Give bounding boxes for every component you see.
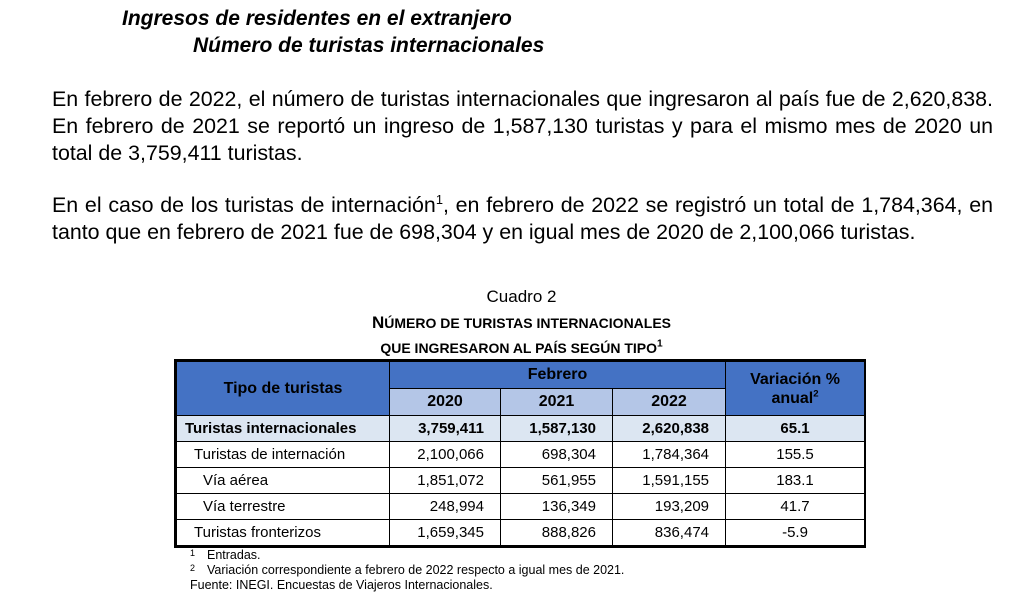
paragraph-total-tourists: En febrero de 2022, el número de turista… [52,87,993,165]
cell-2020: 1,851,072 [389,467,501,494]
footnote-2-mark: 2 [190,563,196,573]
table-row-internacion: Turistas de internación 2,100,066 698,30… [176,441,866,468]
cell-2020: 3,759,411 [389,415,501,442]
table-title-rest: ÚMERO DE TURISTAS INTERNACIONALES [384,315,672,331]
header-year-2020: 2020 [389,388,501,416]
cell-2022: 1,591,155 [611,467,727,494]
footnote-2: 2 Variación correspondiente a febrero de … [190,563,624,578]
footnote-ref-1: 1 [435,191,443,207]
source-note: Fuente: INEGI. Encuestas de Viajeros Int… [190,578,493,592]
header-febrero: Febrero [388,361,727,389]
cell-2020: 248,994 [389,493,501,520]
header-tipo: Tipo de turistas [176,361,390,416]
paragraph-text-start: En el caso de los turistas de internació… [52,193,436,217]
header-variacion-line2: anual [771,389,814,407]
table-title-initial: N [371,313,385,332]
cell-2022: 193,209 [611,493,727,520]
cell-2021: 888,826 [500,519,613,546]
cell-2021: 1,587,130 [500,415,613,442]
cell-2020: 1,659,345 [389,519,501,546]
table-row-via-aerea: Vía aérea 1,851,072 561,955 1,591,155 18… [176,467,866,494]
cell-2022: 1,784,364 [611,441,727,468]
footnote-1-mark: 1 [190,548,196,558]
cell-variacion: 183.1 [725,467,866,494]
cell-2022: 2,620,838 [611,415,727,442]
row-label: Turistas internacionales [176,415,390,442]
row-label: Turistas de internación [176,441,390,468]
cell-variacion: -5.9 [725,519,866,546]
table-row-via-terrestre: Vía terrestre 248,994 136,349 193,209 41… [176,493,866,520]
cell-2022: 836,474 [611,519,727,546]
row-label: Vía aérea [176,467,390,494]
cell-2020: 2,100,066 [389,441,501,468]
table-footnotes: 1 Entradas. 2 Variación correspondiente a … [190,548,624,593]
tourists-table-frame: Tipo de turistas Febrero Variación % anu… [174,359,866,548]
cell-variacion: 41.7 [725,493,866,520]
tourists-table: Tipo de turistas Febrero Variación % anu… [176,361,866,546]
table-title-footnote-ref: 1 [657,338,663,350]
footnote-2-text: Variación correspondiente a febrero de 2… [207,563,625,577]
header-variacion-footnote-ref: 2 [813,388,819,400]
header-variacion-line1: Variación % [750,370,840,388]
cell-variacion: 155.5 [725,441,866,468]
table-title-line2: QUE INGRESARON AL PAÍS SEGÚN TIPO1 [0,337,1025,359]
table-title-line2-text: QUE INGRESARON AL PAÍS SEGÚN TIPO [380,340,657,356]
footnote-1: 1 Entradas. [190,548,624,563]
cell-variacion: 65.1 [725,415,866,442]
table-title-line1: NÚMERO DE TURISTAS INTERNACIONALES [0,312,1025,334]
footnote-1-text: Entradas. [207,548,261,562]
paragraph-text-end: , en febrero de 2022 se registró un tota… [52,193,993,244]
paragraph-internacion-tourists: En el caso de los turistas de internació… [52,192,993,246]
cell-2021: 698,304 [500,441,613,468]
cell-2021: 136,349 [500,493,613,520]
cell-2021: 561,955 [500,467,613,494]
table-label: Cuadro 2 [486,287,557,306]
heading-primary: Ingresos de residentes en el extranjero [122,7,512,30]
table-row-total: Turistas internacionales 3,759,411 1,587… [176,415,866,442]
header-year-2021: 2021 [500,388,613,416]
row-label: Vía terrestre [176,493,390,520]
heading-secondary: Número de turistas internacionales [193,34,545,57]
header-variacion: Variación % anual2 [725,361,866,416]
header-year-2022: 2022 [611,388,727,416]
row-label: Turistas fronterizos [176,519,390,546]
table-row-fronterizos: Turistas fronterizos 1,659,345 888,826 8… [176,519,866,546]
